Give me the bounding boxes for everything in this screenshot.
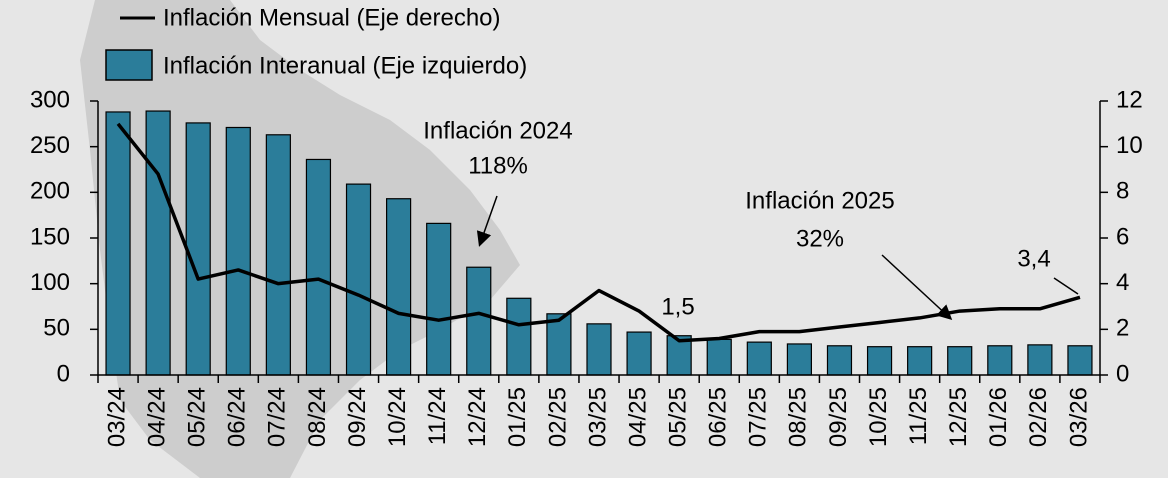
line [116, 122, 1081, 343]
y-tick-label: 0 [57, 360, 70, 387]
bar [586, 323, 612, 376]
x-tick-label: 07/24 [264, 387, 291, 447]
legend: Inflación Mensual (Eje derecho) Inflació… [105, 4, 527, 81]
x-tick-label: 05/25 [665, 387, 692, 447]
y2-tick-label: 6 [1116, 223, 1129, 250]
x-tick-label: 11/24 [424, 387, 451, 445]
y2-tick-label: 8 [1116, 178, 1129, 205]
x-tick-label: 10/25 [865, 387, 892, 447]
annotation: 32% [796, 225, 844, 252]
annotation: 3,4 [1017, 245, 1050, 272]
bar [345, 183, 372, 376]
legend-label: Inflación Interanual (Eje izquierdo) [163, 52, 527, 79]
legend-bar-swatch [105, 49, 153, 81]
bar [225, 126, 251, 376]
bar [786, 343, 813, 376]
y2-tick-label: 0 [1116, 360, 1129, 387]
x-tick-label: 03/25 [584, 387, 611, 447]
bar [386, 198, 412, 376]
x-tick-label: 04/24 [143, 387, 170, 447]
bar [1027, 344, 1053, 376]
y-tick-label: 150 [30, 223, 70, 250]
x-tick-label: 12/25 [945, 387, 972, 447]
x-tick-label: 10/24 [384, 387, 411, 447]
y2-tick-label: 4 [1116, 269, 1129, 296]
bar [706, 338, 732, 376]
bar [506, 297, 532, 376]
x-tick-label: 02/26 [1025, 387, 1052, 447]
bar [947, 346, 973, 376]
annotation: Inflación 2025 [745, 187, 894, 214]
x-tick-label: 08/24 [304, 387, 331, 447]
x-tick-label: 03/26 [1065, 387, 1092, 447]
x-tick-label: 04/25 [624, 387, 651, 447]
annotation: 1,5 [661, 293, 694, 320]
x-tick-label: 01/25 [504, 387, 531, 447]
bar [426, 222, 452, 376]
annotation: 118% [468, 152, 528, 179]
bar [265, 134, 291, 376]
x-tick-label: 02/25 [544, 387, 571, 447]
x-tick-label: 05/24 [184, 387, 211, 447]
annotation: Inflación 2024 [423, 117, 572, 144]
bar [746, 341, 772, 376]
x-tick-label: 06/25 [705, 387, 732, 447]
x-tick-label: 06/24 [224, 387, 251, 447]
y2-tick-label: 2 [1116, 315, 1129, 342]
x-tick-label: 01/26 [985, 387, 1012, 447]
y2-tick-label: 10 [1116, 132, 1143, 159]
x-tick-label: 08/25 [785, 387, 812, 447]
bar [907, 346, 933, 376]
bar [987, 345, 1013, 376]
y2-tick-label: 12 [1116, 86, 1143, 113]
x-tick-label: 12/24 [464, 387, 491, 447]
annotation-arrow [476, 195, 498, 247]
bar [305, 158, 332, 376]
bar [626, 331, 652, 376]
x-tick-label: 07/25 [745, 387, 772, 447]
bar [185, 122, 211, 376]
y-tick-label: 200 [30, 178, 70, 205]
y-tick-label: 250 [30, 132, 70, 159]
y-tick-label: 100 [30, 269, 70, 296]
bar [826, 345, 853, 376]
bar [105, 111, 131, 376]
annotation-arrow [881, 254, 953, 321]
y-tick-label: 50 [43, 315, 70, 342]
annotation-leader [1053, 277, 1079, 295]
x-tick-label: 11/25 [905, 387, 932, 445]
y-tick-label: 300 [30, 86, 70, 113]
legend-label: Inflación Mensual (Eje derecho) [163, 4, 501, 31]
x-tick-label: 09/25 [825, 387, 852, 447]
x-tick-label: 09/24 [344, 387, 371, 447]
bar [866, 346, 893, 376]
bar [145, 110, 171, 376]
bar [466, 266, 492, 376]
bar [546, 313, 572, 376]
x-tick-label: 03/24 [103, 387, 130, 447]
bar [1067, 345, 1093, 376]
